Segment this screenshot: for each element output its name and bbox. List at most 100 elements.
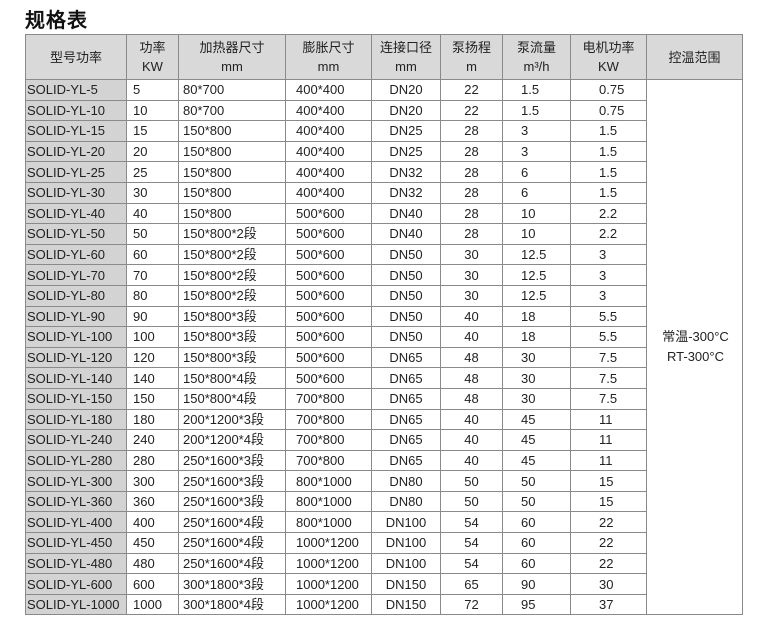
cell-pump-head: 40 bbox=[440, 326, 503, 348]
cell-motor-power: 2.2 bbox=[570, 223, 647, 245]
cell-connection-diameter: DN50 bbox=[371, 264, 441, 286]
cell-model: SOLID-YL-20 bbox=[25, 140, 127, 163]
cell-pump-flow: 60 bbox=[502, 552, 571, 575]
cell-power: 60 bbox=[126, 243, 179, 266]
table-row: SOLID-YL-1000 1000 300*1800*4段 1000*1200 DN1… bbox=[25, 593, 743, 616]
cell-motor-power: 7.5 bbox=[570, 387, 647, 410]
cell-pump-head: 28 bbox=[440, 202, 503, 225]
cell-connection-diameter: DN80 bbox=[371, 470, 441, 492]
header-label: 型号功率 bbox=[49, 49, 102, 65]
cell-pump-head: 28 bbox=[440, 120, 503, 142]
cell-heater-size: 150*800 bbox=[178, 202, 286, 225]
cell-heater-size: 250*1600*3段 bbox=[178, 490, 286, 513]
cell-model: SOLID-YL-400 bbox=[25, 511, 127, 534]
cell-connection-diameter: DN50 bbox=[371, 243, 441, 266]
header-heater-size: 加热器尺寸 mm bbox=[178, 34, 286, 80]
cell-model: SOLID-YL-300 bbox=[25, 470, 127, 492]
cell-power: 25 bbox=[126, 161, 179, 183]
header-pump-flow: 泵流量 m³/h bbox=[502, 34, 571, 80]
cell-connection-diameter: DN20 bbox=[371, 79, 441, 101]
cell-pump-head: 54 bbox=[440, 552, 503, 575]
header-label: 泵扬程 bbox=[451, 40, 491, 55]
cell-expansion-size: 400*400 bbox=[285, 161, 372, 183]
cell-motor-power: 7.5 bbox=[570, 367, 647, 389]
cell-pump-flow: 30 bbox=[502, 346, 571, 369]
cell-pump-head: 50 bbox=[440, 470, 503, 492]
table-row: SOLID-YL-70 70 150*800*2段 500*600 DN50 30 12.5… bbox=[25, 264, 743, 286]
cell-expansion-size: 500*600 bbox=[285, 243, 372, 266]
cell-expansion-size: 1000*1200 bbox=[285, 573, 372, 595]
cell-expansion-size: 500*600 bbox=[285, 284, 372, 307]
cell-connection-diameter: DN40 bbox=[371, 202, 441, 225]
cell-connection-diameter: DN100 bbox=[371, 532, 441, 554]
cell-pump-flow: 18 bbox=[502, 326, 571, 348]
cell-power: 140 bbox=[126, 367, 179, 389]
cell-power: 280 bbox=[126, 449, 179, 472]
cell-pump-head: 54 bbox=[440, 511, 503, 534]
cell-connection-diameter: DN150 bbox=[371, 573, 441, 595]
cell-heater-size: 200*1200*3段 bbox=[178, 408, 286, 431]
cell-model: SOLID-YL-40 bbox=[25, 202, 127, 225]
cell-model: SOLID-YL-360 bbox=[25, 490, 127, 513]
cell-expansion-size: 500*600 bbox=[285, 202, 372, 225]
cell-pump-head: 22 bbox=[440, 99, 503, 122]
cell-pump-head: 28 bbox=[440, 181, 503, 204]
cell-heater-size: 150*800*2段 bbox=[178, 284, 286, 307]
cell-model: SOLID-YL-150 bbox=[25, 387, 127, 410]
cell-pump-flow: 10 bbox=[502, 202, 571, 225]
cell-power: 600 bbox=[126, 573, 179, 595]
table-row: SOLID-YL-10 10 80*700 400*400 DN20 22 1.5 0.75 bbox=[25, 99, 743, 122]
cell-expansion-size: 1000*1200 bbox=[285, 552, 372, 575]
cell-pump-flow: 45 bbox=[502, 429, 571, 451]
cell-pump-head: 30 bbox=[440, 264, 503, 286]
cell-pump-head: 30 bbox=[440, 243, 503, 266]
cell-pump-head: 40 bbox=[440, 449, 503, 472]
cell-connection-diameter: DN20 bbox=[371, 99, 441, 122]
cell-pump-head: 48 bbox=[440, 367, 503, 389]
header-label: 膨胀尺寸 bbox=[302, 40, 355, 55]
cell-pump-flow: 45 bbox=[502, 449, 571, 472]
cell-model: SOLID-YL-60 bbox=[25, 243, 127, 266]
header-expansion-size: 膨胀尺寸 mm bbox=[285, 34, 372, 80]
table-row: SOLID-YL-140 140 150*800*4段 500*600 DN65 48 30… bbox=[25, 367, 743, 389]
cell-heater-size: 150*800*3段 bbox=[178, 346, 286, 369]
cell-expansion-size: 400*400 bbox=[285, 79, 372, 101]
cell-expansion-size: 400*400 bbox=[285, 120, 372, 142]
cell-heater-size: 300*1800*3段 bbox=[178, 573, 286, 595]
cell-expansion-size: 1000*1200 bbox=[285, 532, 372, 554]
cell-pump-head: 22 bbox=[440, 79, 503, 101]
cell-power: 300 bbox=[126, 470, 179, 492]
table-row: SOLID-YL-40 40 150*800 500*600 DN40 28 10 2.2 bbox=[25, 202, 743, 225]
cell-motor-power: 1.5 bbox=[570, 140, 647, 163]
cell-motor-power: 1.5 bbox=[570, 120, 647, 142]
cell-power: 15 bbox=[126, 120, 179, 142]
cell-pump-head: 40 bbox=[440, 408, 503, 431]
cell-pump-flow: 12.5 bbox=[502, 264, 571, 286]
cell-power: 70 bbox=[126, 264, 179, 286]
cell-motor-power: 7.5 bbox=[570, 346, 647, 369]
header-label: 电机功率 bbox=[582, 40, 635, 55]
cell-motor-power: 37 bbox=[570, 593, 647, 616]
cell-heater-size: 150*800*3段 bbox=[178, 326, 286, 348]
cell-motor-power: 3 bbox=[570, 284, 647, 307]
cell-motor-power: 3 bbox=[570, 264, 647, 286]
cell-motor-power: 1.5 bbox=[570, 161, 647, 183]
cell-motor-power: 2.2 bbox=[570, 202, 647, 225]
cell-model: SOLID-YL-10 bbox=[25, 99, 127, 122]
header-unit: m bbox=[466, 59, 477, 74]
cell-heater-size: 80*700 bbox=[178, 99, 286, 122]
cell-heater-size: 150*800 bbox=[178, 181, 286, 204]
cell-power: 20 bbox=[126, 140, 179, 163]
cell-power: 50 bbox=[126, 223, 179, 245]
cell-pump-head: 65 bbox=[440, 573, 503, 595]
cell-motor-power: 30 bbox=[570, 573, 647, 595]
cell-pump-flow: 1.5 bbox=[502, 79, 571, 101]
cell-pump-flow: 18 bbox=[502, 305, 571, 328]
cell-pump-head: 50 bbox=[440, 490, 503, 513]
cell-model: SOLID-YL-50 bbox=[25, 223, 127, 245]
cell-connection-diameter: DN40 bbox=[371, 223, 441, 245]
cell-power: 120 bbox=[126, 346, 179, 369]
header-label: 功率 bbox=[139, 40, 166, 55]
table-row: SOLID-YL-120 120 150*800*3段 500*600 DN65 48 30… bbox=[25, 346, 743, 369]
cell-model: SOLID-YL-1000 bbox=[25, 593, 127, 616]
